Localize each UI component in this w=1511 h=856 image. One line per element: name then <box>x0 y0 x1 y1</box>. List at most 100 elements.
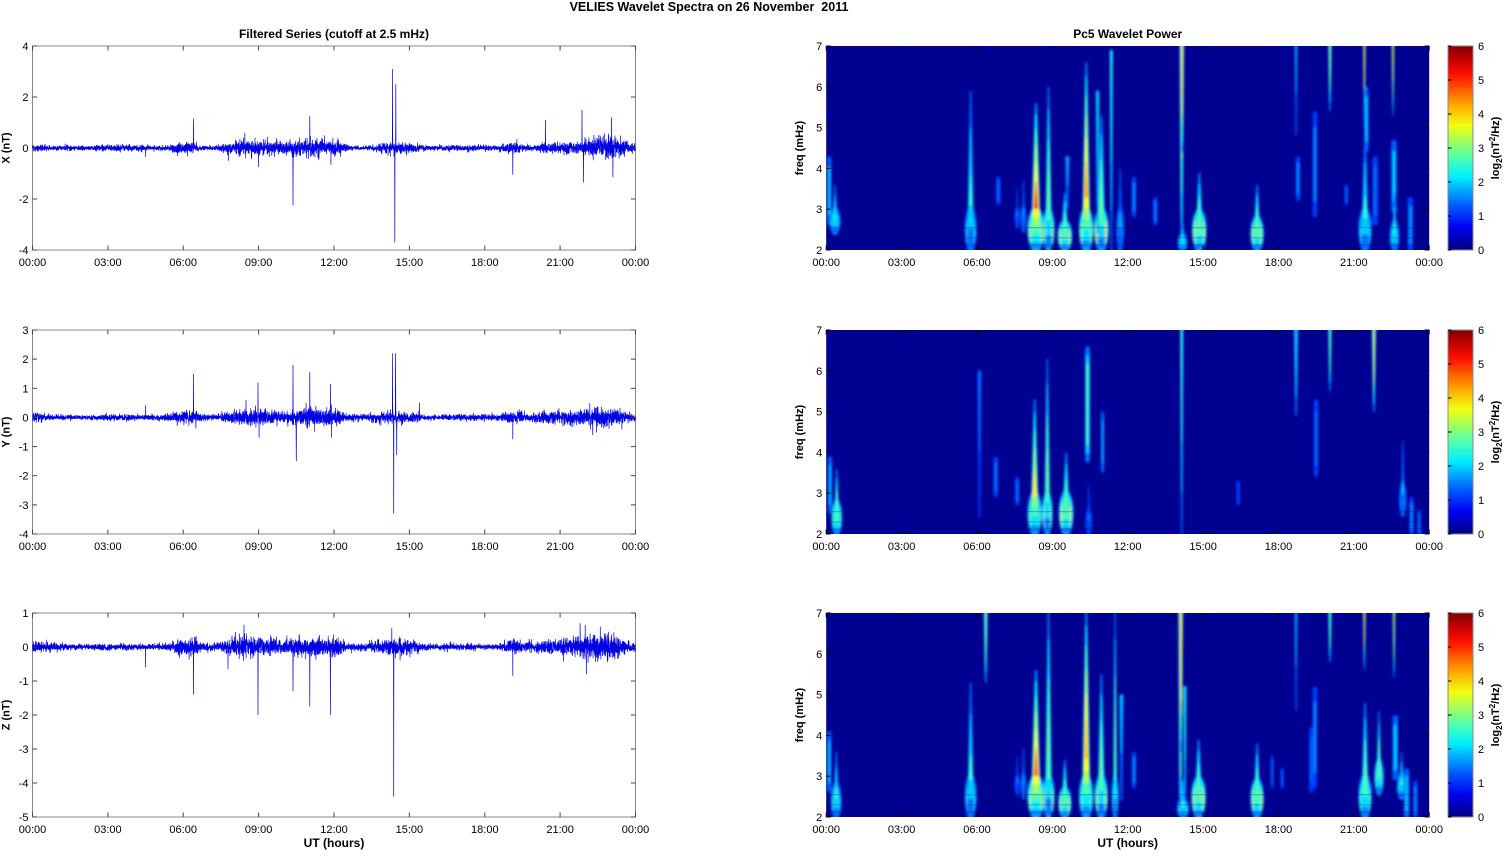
svg-text:5: 5 <box>816 123 822 135</box>
svg-text:6: 6 <box>1478 41 1484 53</box>
svg-text:15:00: 15:00 <box>1189 541 1217 553</box>
svg-text:15:00: 15:00 <box>396 541 424 553</box>
svg-text:6: 6 <box>816 366 822 378</box>
svg-text:4: 4 <box>22 41 28 53</box>
svg-text:00:00: 00:00 <box>19 257 47 269</box>
svg-text:7: 7 <box>816 41 822 53</box>
svg-text:21:00: 21:00 <box>546 257 574 269</box>
svg-text:5: 5 <box>816 690 822 702</box>
svg-text:12:00: 12:00 <box>320 541 348 553</box>
svg-text:0: 0 <box>22 143 28 155</box>
svg-text:12:00: 12:00 <box>320 824 348 836</box>
svg-text:18:00: 18:00 <box>471 257 499 269</box>
svg-text:-2: -2 <box>19 194 29 206</box>
svg-text:12:00: 12:00 <box>320 257 348 269</box>
svg-text:log2(nT2/Hz): log2(nT2/Hz) <box>1488 116 1504 179</box>
svg-text:-2: -2 <box>19 471 29 483</box>
svg-text:06:00: 06:00 <box>169 541 197 553</box>
svg-text:Y (nT): Y (nT) <box>1 416 13 447</box>
svg-text:18:00: 18:00 <box>471 541 499 553</box>
svg-text:3: 3 <box>816 771 822 783</box>
svg-text:freq (mHz): freq (mHz) <box>794 687 806 742</box>
svg-text:0: 0 <box>1478 245 1484 257</box>
svg-text:0: 0 <box>22 412 28 424</box>
svg-text:00:00: 00:00 <box>1415 824 1443 836</box>
svg-text:1: 1 <box>22 383 28 395</box>
svg-text:3: 3 <box>816 204 822 216</box>
svg-text:00:00: 00:00 <box>812 824 840 836</box>
svg-text:2: 2 <box>816 529 822 541</box>
svg-text:06:00: 06:00 <box>963 257 991 269</box>
svg-text:18:00: 18:00 <box>1265 824 1293 836</box>
svg-text:06:00: 06:00 <box>963 824 991 836</box>
svg-text:00:00: 00:00 <box>812 541 840 553</box>
svg-text:1: 1 <box>1478 778 1484 790</box>
svg-text:0: 0 <box>1478 529 1484 541</box>
svg-text:1: 1 <box>1478 211 1484 223</box>
svg-text:2: 2 <box>1478 744 1484 756</box>
svg-text:03:00: 03:00 <box>94 824 122 836</box>
svg-text:09:00: 09:00 <box>245 824 273 836</box>
svg-text:06:00: 06:00 <box>169 257 197 269</box>
svg-text:-3: -3 <box>19 744 29 756</box>
svg-text:3: 3 <box>1478 143 1484 155</box>
svg-text:09:00: 09:00 <box>245 541 273 553</box>
svg-text:7: 7 <box>816 325 822 337</box>
svg-text:09:00: 09:00 <box>1039 824 1067 836</box>
svg-text:UT (hours): UT (hours) <box>1097 836 1158 850</box>
svg-text:06:00: 06:00 <box>963 541 991 553</box>
svg-text:Filtered Series (cutoff at 2.5: Filtered Series (cutoff at 2.5 mHz) <box>239 27 429 41</box>
svg-text:-4: -4 <box>19 778 29 790</box>
svg-text:3: 3 <box>22 325 28 337</box>
svg-text:VELIES Wavelet Spectra on 26 N: VELIES Wavelet Spectra on 26 November 20… <box>570 0 849 14</box>
svg-text:5: 5 <box>1478 359 1484 371</box>
svg-text:log2(nT2/Hz): log2(nT2/Hz) <box>1488 400 1504 463</box>
svg-text:12:00: 12:00 <box>1114 257 1142 269</box>
svg-text:15:00: 15:00 <box>396 824 424 836</box>
svg-text:5: 5 <box>1478 642 1484 654</box>
svg-text:4: 4 <box>816 447 822 459</box>
svg-text:2: 2 <box>22 354 28 366</box>
svg-text:21:00: 21:00 <box>546 824 574 836</box>
svg-text:UT (hours): UT (hours) <box>304 836 365 850</box>
svg-text:Z (nT): Z (nT) <box>1 699 13 730</box>
svg-text:4: 4 <box>1478 676 1484 688</box>
svg-text:freq (mHz): freq (mHz) <box>794 404 806 459</box>
svg-text:2: 2 <box>1478 177 1484 189</box>
svg-text:03:00: 03:00 <box>94 541 122 553</box>
svg-text:00:00: 00:00 <box>622 541 650 553</box>
svg-text:00:00: 00:00 <box>1415 541 1443 553</box>
svg-text:1: 1 <box>1478 495 1484 507</box>
svg-text:log2(nT2/Hz): log2(nT2/Hz) <box>1488 683 1504 746</box>
svg-text:2: 2 <box>1478 461 1484 473</box>
svg-text:7: 7 <box>816 608 822 620</box>
svg-text:Pc5 Wavelet Power: Pc5 Wavelet Power <box>1073 27 1182 41</box>
svg-text:15:00: 15:00 <box>1189 257 1217 269</box>
svg-text:6: 6 <box>1478 608 1484 620</box>
svg-text:00:00: 00:00 <box>622 257 650 269</box>
svg-text:6: 6 <box>1478 325 1484 337</box>
svg-text:4: 4 <box>1478 393 1484 405</box>
svg-text:3: 3 <box>1478 427 1484 439</box>
svg-text:5: 5 <box>1478 75 1484 87</box>
svg-text:4: 4 <box>1478 109 1484 121</box>
svg-text:-2: -2 <box>19 710 29 722</box>
svg-text:09:00: 09:00 <box>1039 257 1067 269</box>
svg-text:21:00: 21:00 <box>1340 541 1368 553</box>
svg-text:00:00: 00:00 <box>622 824 650 836</box>
svg-text:21:00: 21:00 <box>546 541 574 553</box>
svg-text:09:00: 09:00 <box>1039 541 1067 553</box>
svg-text:-4: -4 <box>19 529 29 541</box>
svg-text:0: 0 <box>22 642 28 654</box>
svg-text:-5: -5 <box>19 812 29 824</box>
svg-text:-4: -4 <box>19 245 29 257</box>
svg-text:03:00: 03:00 <box>94 257 122 269</box>
svg-text:00:00: 00:00 <box>1415 257 1443 269</box>
svg-text:4: 4 <box>816 730 822 742</box>
svg-text:21:00: 21:00 <box>1340 824 1368 836</box>
svg-text:03:00: 03:00 <box>888 541 916 553</box>
svg-text:5: 5 <box>816 407 822 419</box>
svg-text:15:00: 15:00 <box>396 257 424 269</box>
svg-text:3: 3 <box>1478 710 1484 722</box>
svg-text:-3: -3 <box>19 500 29 512</box>
